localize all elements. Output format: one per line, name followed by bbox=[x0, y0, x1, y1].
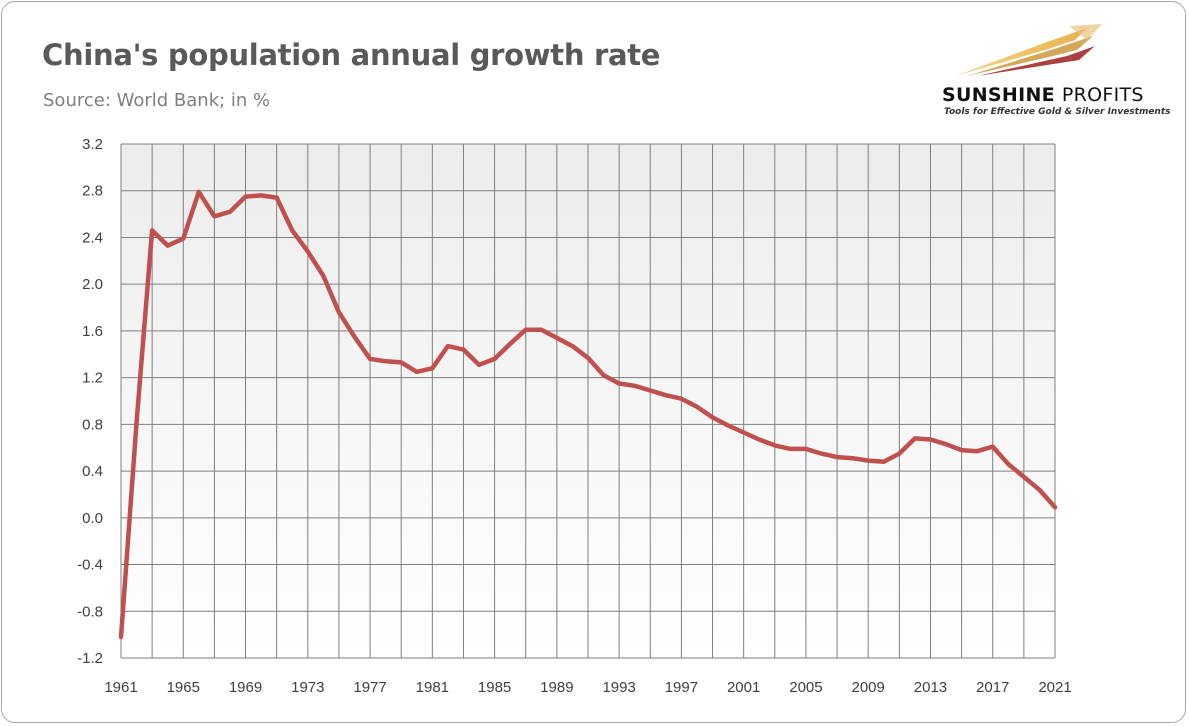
x-tick-label: 2009 bbox=[852, 679, 885, 696]
x-tick-label: 1973 bbox=[291, 679, 324, 696]
x-tick-label: 2001 bbox=[727, 679, 760, 696]
x-tick-label: 1985 bbox=[478, 679, 511, 696]
x-tick-label: 1997 bbox=[665, 679, 698, 696]
x-tick-label: 1981 bbox=[416, 679, 449, 696]
y-tick-label: 1.2 bbox=[82, 370, 103, 387]
logo-name: SUNSHINE PROFITS bbox=[942, 84, 1144, 106]
x-tick-label: 1965 bbox=[167, 679, 200, 696]
gold-arrow-icon bbox=[955, 24, 1102, 76]
chart-title: China's population annual growth rate bbox=[42, 38, 661, 72]
x-tick-label: 1977 bbox=[353, 679, 386, 696]
sunshine-profits-logo: SUNSHINE PROFITS Tools for Effective Gol… bbox=[927, 20, 1172, 125]
y-tick-label: -0.4 bbox=[77, 557, 103, 574]
y-tick-label: 2.8 bbox=[82, 183, 103, 200]
y-tick-label: 3.2 bbox=[82, 136, 103, 153]
x-tick-label: 2005 bbox=[789, 679, 822, 696]
logo-tagline: Tools for Effective Gold & Silver Invest… bbox=[944, 107, 1171, 117]
y-tick-label: 0.4 bbox=[82, 463, 103, 480]
vertical-gridlines bbox=[120, 144, 1056, 658]
x-tick-label: 2017 bbox=[976, 679, 1009, 696]
x-tick-label: 2013 bbox=[914, 679, 947, 696]
x-axis-tick-labels: 1961 1965 1969 1973 1977 1981 1985 1989 1993 1997… bbox=[104, 679, 1071, 696]
y-tick-label: 0.8 bbox=[82, 416, 103, 433]
y-tick-label: 0.0 bbox=[82, 510, 103, 527]
y-tick-label: 1.6 bbox=[82, 323, 103, 340]
series-group bbox=[118, 189, 1058, 640]
x-tick-label: 1989 bbox=[540, 679, 573, 696]
y-tick-label: 2.0 bbox=[82, 276, 103, 293]
y-tick-label: -0.8 bbox=[77, 603, 103, 620]
chart-subtitle: Source: World Bank; in % bbox=[43, 90, 271, 111]
x-tick-label: 1969 bbox=[229, 679, 262, 696]
series-line bbox=[118, 189, 1058, 640]
y-tick-label: -1.2 bbox=[77, 650, 103, 667]
x-tick-label: 1993 bbox=[602, 679, 635, 696]
y-tick-label: 2.4 bbox=[82, 229, 103, 246]
x-tick-label: 1961 bbox=[104, 679, 137, 696]
x-tick-label: 2021 bbox=[1038, 679, 1071, 696]
y-axis-tick-labels: -1.2 -0.8 -0.4 0.0 0.4 0.8 1.2 1.6 2.0 2.4 2.8 3.2 bbox=[77, 136, 103, 667]
horizontal-gridlines bbox=[121, 143, 1055, 659]
